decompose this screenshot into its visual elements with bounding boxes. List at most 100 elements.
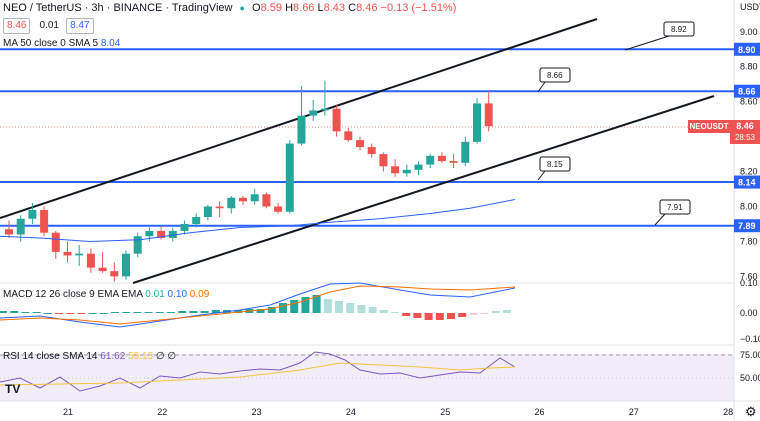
tradingview-logo[interactable]: TV	[5, 382, 21, 396]
ohlc-o-label: O	[252, 2, 261, 14]
ma-legend[interactable]: MA 50 close 0 SMA 5 8.04	[3, 38, 120, 49]
current-symbol-tag: NEOUSDT	[688, 120, 730, 133]
candle-body	[274, 206, 283, 212]
ohlc-change: −0.13 (−1.51%)	[380, 2, 457, 14]
symbol-title[interactable]: NEO / TetherUS · 3h · BINANCE · TradingV…	[3, 2, 233, 14]
chart-header: NEO / TetherUS · 3h · BINANCE · TradingV…	[3, 2, 456, 14]
candle-body	[86, 253, 95, 268]
time-axis-label: 27	[629, 407, 639, 417]
level-price-tag-label: 8.14	[738, 178, 756, 188]
macd-histogram-bar	[0, 311, 7, 313]
callout-box	[539, 156, 571, 172]
macd-histogram-bar	[312, 295, 321, 313]
macd-histogram-bar	[267, 307, 276, 313]
candle-body	[461, 141, 470, 163]
macd-histogram-bar	[122, 312, 131, 313]
macd-histogram-bar	[368, 307, 377, 313]
callout-pointer	[624, 35, 670, 51]
callout-box	[539, 67, 571, 83]
buy-price-box[interactable]: 8.47	[66, 18, 94, 34]
macd-histogram-bar	[66, 313, 75, 314]
macd-histogram-bar	[379, 310, 388, 313]
rsi-value-1: 61.62	[100, 351, 126, 362]
sell-price-box[interactable]: 8.46	[3, 18, 31, 34]
ohlc-low: 8.43	[323, 2, 346, 14]
macd-histogram-bar	[357, 305, 366, 313]
rsi-tick-label: 50.00	[740, 373, 760, 383]
candle-body	[168, 230, 177, 238]
price-tick-label: 7.60	[740, 271, 758, 281]
rsi-value-2: 59.13	[128, 351, 154, 362]
price-tick-label: 7.80	[740, 236, 758, 246]
macd-histogram-bar	[144, 312, 153, 313]
candle-body	[344, 131, 353, 141]
macd-histogram-bar	[21, 312, 30, 313]
bar-countdown: 28:53	[734, 133, 756, 142]
rsi-tick-label: 75.00	[740, 350, 760, 360]
price-tick-label: 9.00	[740, 27, 758, 37]
callout-pointer	[654, 213, 666, 226]
macd-histogram-bar	[43, 313, 52, 314]
ohlc-open: 8.59	[260, 2, 282, 14]
candle-body	[356, 140, 364, 148]
macd-histogram-bar	[32, 312, 41, 313]
ohlc-c-label: C	[348, 2, 357, 14]
candle-body	[250, 194, 259, 202]
candle-body	[75, 253, 84, 256]
candle-body	[5, 229, 13, 235]
level-price-tag	[734, 42, 760, 56]
macd-value-3: 0.09	[189, 289, 210, 300]
current-price-tag: 8.46 28:53	[730, 120, 760, 144]
candle-body	[449, 161, 458, 163]
macd-line	[0, 282, 516, 328]
callout-pointer	[537, 170, 546, 181]
macd-histogram-bar	[234, 310, 243, 313]
price-tick-label: 8.00	[740, 202, 758, 212]
callout-label: 8.66	[547, 71, 563, 80]
candle-body	[437, 155, 446, 162]
macd-histogram-bar	[301, 297, 310, 313]
candle-body	[285, 143, 294, 212]
candle-body	[215, 206, 224, 209]
rsi-line	[0, 351, 516, 392]
candle-body	[28, 209, 37, 219]
macd-value-2: 0.10	[167, 289, 188, 300]
time-axis-label: 24	[346, 407, 356, 417]
candle-body	[320, 108, 329, 111]
candle-body	[122, 253, 130, 277]
gear-icon[interactable]: ⚙	[745, 404, 757, 419]
level-price-tag-label: 7.89	[738, 221, 756, 231]
ohlc-close: 8.46	[356, 2, 378, 14]
callout-box	[659, 199, 691, 215]
macd-histogram-bar	[480, 313, 489, 314]
macd-histogram-bar	[178, 311, 187, 313]
moving-average-line	[0, 199, 516, 242]
macd-histogram-bar	[256, 309, 265, 313]
rsi-pane-bg	[0, 354, 734, 401]
spread-value: 0.01	[39, 20, 59, 31]
candle-body	[414, 164, 423, 170]
candle-body	[145, 230, 154, 237]
macd-histogram-bar	[503, 310, 511, 313]
candle-body	[203, 206, 212, 217]
candle-body	[239, 197, 247, 202]
rsi-legend[interactable]: RSI 14 close SMA 14 61.62 59.13 ∅ ∅	[3, 351, 176, 362]
rsi-value-3: ∅	[155, 351, 165, 362]
ohlc-h-label: H	[285, 2, 294, 14]
macd-histogram-bar	[167, 312, 175, 313]
macd-histogram-bar	[458, 313, 467, 317]
macd-signal-line	[0, 285, 516, 325]
level-price-tag	[734, 84, 760, 98]
time-axis-label: 23	[252, 407, 262, 417]
candle-body	[192, 216, 201, 224]
candle-body	[180, 223, 189, 231]
candle-body	[426, 155, 435, 165]
candle-body	[110, 271, 119, 277]
rsi-sma-line	[0, 362, 516, 386]
macd-histogram-bar	[402, 313, 411, 316]
macd-legend[interactable]: MACD 12 26 close 9 EMA EMA 0.01 0.10 0.0…	[3, 289, 209, 300]
macd-histogram-bar	[279, 303, 287, 313]
rsi-label: RSI 14 close SMA 14	[3, 351, 98, 362]
macd-histogram-bar	[200, 311, 209, 313]
